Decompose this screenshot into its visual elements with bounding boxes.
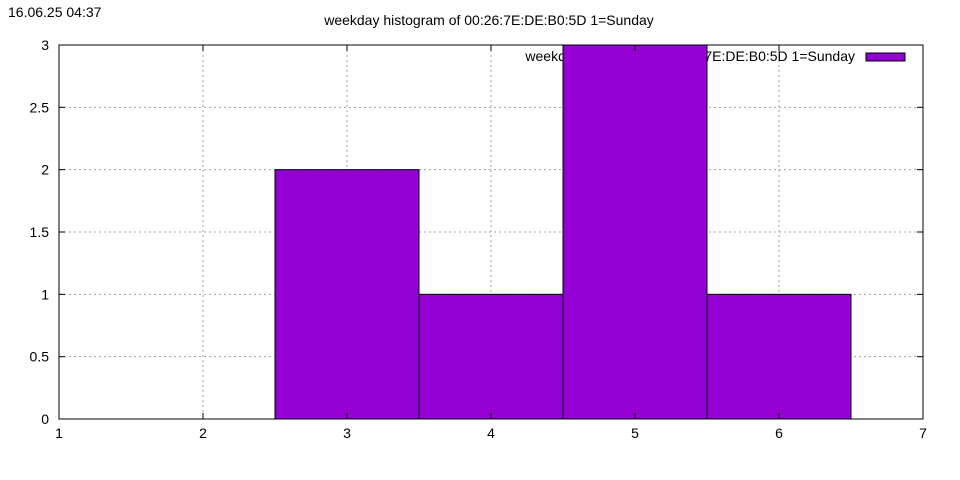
histogram-bar [274,169,420,420]
y-tick-label: 1.5 [30,224,50,240]
y-tick-label: 1 [41,286,49,302]
x-tick-label: 1 [55,425,63,441]
x-tick-label: 2 [199,425,207,441]
chart-title: weekday histogram of 00:26:7E:DE:B0:5D 1… [324,12,654,28]
y-tick-label: 3 [41,37,49,53]
histogram-bar [418,293,564,420]
timestamp: 16.06.25 04:37 [8,4,102,20]
y-tick-label: 2.5 [30,99,50,115]
x-tick-label: 7 [919,425,927,441]
y-tick-label: 0 [41,411,49,427]
bars [274,44,852,420]
x-tick-label: 3 [343,425,351,441]
legend-swatch [865,52,906,62]
x-tick-label: 4 [487,425,495,441]
x-tick-label: 5 [631,425,639,441]
x-tick-label: 6 [775,425,783,441]
axis-ticks: 1 2 3 4 5 6 7 0 0.5 1 1.5 2 2.5 3 [30,37,928,441]
histogram-bar [706,293,852,420]
y-tick-label: 0.5 [30,349,50,365]
histogram-bar [562,44,708,420]
y-tick-label: 2 [41,162,49,178]
